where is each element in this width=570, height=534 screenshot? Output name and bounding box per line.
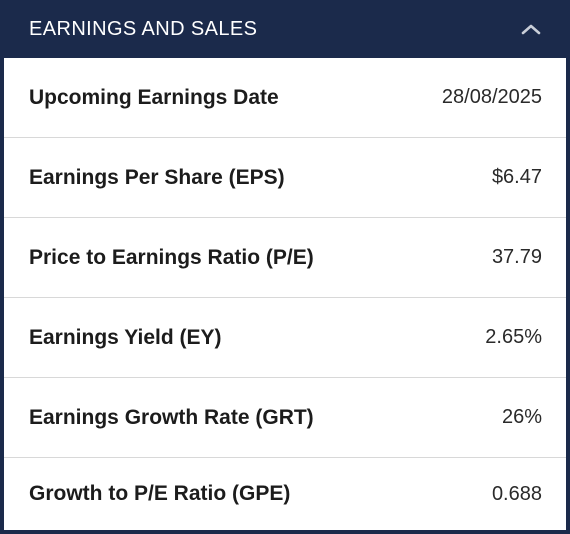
row-label: Upcoming Earnings Date (29, 85, 279, 109)
row-value: $6.47 (491, 166, 542, 188)
row-label: Price to Earnings Ratio (P/E) (29, 245, 314, 269)
row-growth-to-pe-ratio: Growth to P/E Ratio (GPE) 0.688 (4, 458, 566, 530)
row-upcoming-earnings-date: Upcoming Earnings Date 28/08/2025 (4, 58, 566, 138)
row-label: Earnings Yield (EY) (29, 325, 222, 349)
row-label: Earnings Growth Rate (GRT) (29, 405, 314, 429)
earnings-list: Upcoming Earnings Date 28/08/2025 Earnin… (4, 58, 566, 530)
row-earnings-yield: Earnings Yield (EY) 2.65% (4, 298, 566, 378)
row-value: 37.79 (491, 246, 542, 268)
panel-header[interactable]: EARNINGS AND SALES (4, 0, 566, 58)
row-value: 0.688 (491, 482, 542, 505)
row-label: Growth to P/E Ratio (GPE) (29, 482, 291, 505)
row-earnings-growth-rate: Earnings Growth Rate (GRT) 26% (4, 378, 566, 458)
row-label: Earnings Per Share (EPS) (29, 165, 285, 189)
row-value: 2.65% (485, 326, 542, 348)
row-earnings-per-share: Earnings Per Share (EPS) $6.47 (4, 138, 566, 218)
row-price-to-earnings-ratio: Price to Earnings Ratio (P/E) 37.79 (4, 218, 566, 298)
chevron-up-icon[interactable] (520, 18, 542, 40)
row-value: 28/08/2025 (441, 86, 542, 108)
panel-title: EARNINGS AND SALES (29, 17, 258, 40)
row-value: 26% (501, 406, 542, 428)
